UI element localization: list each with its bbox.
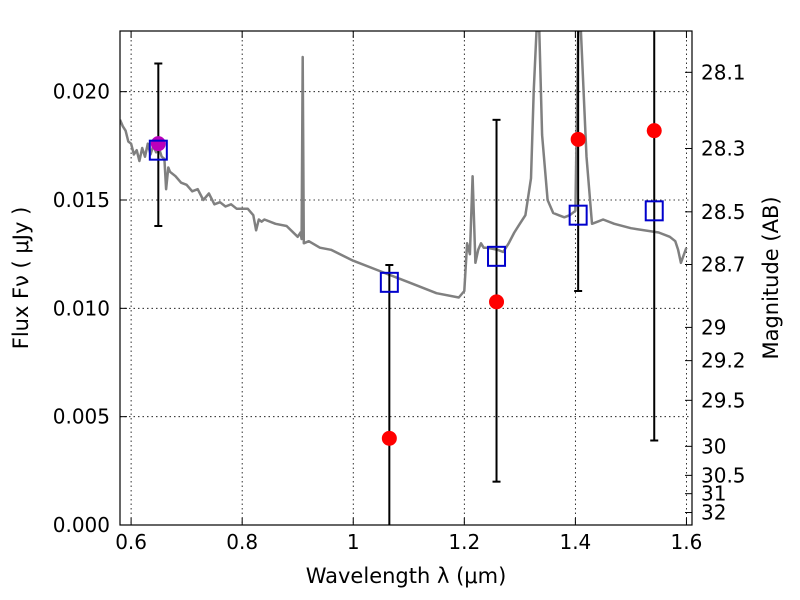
mag-tick-label: 31: [701, 482, 726, 506]
mag-tick-label: 29.5: [701, 388, 746, 412]
y-tick-label: 0.005: [53, 405, 110, 429]
model-square: [148, 139, 168, 161]
observed-point: [150, 136, 166, 152]
model-square: [487, 245, 507, 267]
plot-frame: [119, 30, 693, 526]
x-tick-label: 1.6: [671, 530, 703, 554]
x-tick-label: 1.2: [448, 530, 480, 554]
x-tick-label: 0.6: [115, 530, 147, 554]
mag-tick-label: 30: [701, 434, 726, 458]
x-tick-label: 1: [347, 530, 360, 554]
mag-tick-label: 29: [701, 315, 726, 339]
y-tick-label: 0.015: [53, 188, 110, 212]
y-right-axis-title: Magnitude (AB): [759, 196, 783, 359]
model-square: [379, 271, 399, 293]
y-tick-label: 0.000: [53, 513, 110, 537]
mag-tick-label: 28.7: [701, 253, 746, 277]
model-square: [568, 204, 588, 226]
spectrum-line: [120, 31, 688, 299]
error-bars: [148, 31, 664, 525]
mag-tick-label: 32: [701, 501, 726, 525]
x-axis-title: Wavelength λ (μm): [306, 564, 507, 588]
observed-point: [381, 430, 397, 446]
observed-point: [646, 123, 662, 139]
mag-tick-label: 30.5: [701, 463, 746, 487]
x-tick-label: 1.4: [559, 530, 591, 554]
mag-tick-label: 28.1: [701, 60, 746, 84]
mag-tick-label: 28.5: [701, 200, 746, 224]
y-axis-title: Flux Fν ( μJy ): [9, 207, 33, 350]
mag-tick-label: 29.2: [701, 349, 746, 373]
plot-area: [120, 31, 688, 299]
x-tick-label: 0.8: [226, 530, 258, 554]
observed-point: [570, 131, 586, 147]
mag-tick-label: 28.3: [701, 136, 746, 160]
observed-point: [489, 294, 505, 310]
y-tick-label: 0.010: [53, 296, 110, 320]
y-tick-label: 0.020: [53, 80, 110, 104]
axis-ticks: 0.6 0.8 1 1.2 1.4 1.6 0.000 0.005 0.010 0.015 0.02…: [53, 31, 746, 554]
model-square: [644, 200, 664, 222]
